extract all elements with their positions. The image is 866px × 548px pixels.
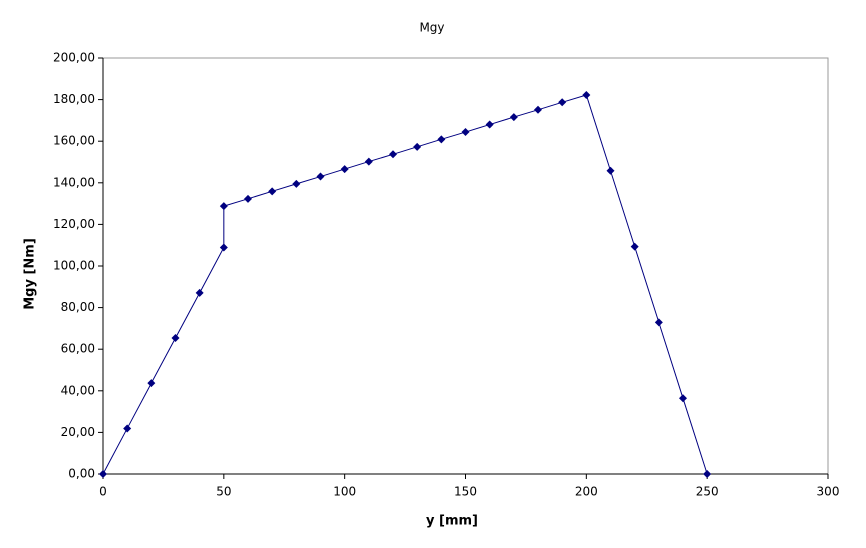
x-tick-label: 100 — [333, 485, 356, 499]
data-point — [534, 105, 542, 114]
y-tick-label: 40,00 — [61, 383, 95, 397]
data-point — [389, 150, 397, 159]
x-tick-label: 150 — [454, 485, 477, 499]
data-point — [99, 470, 107, 478]
data-point — [219, 202, 228, 211]
x-tick-label: 250 — [696, 485, 719, 499]
data-point — [364, 157, 373, 166]
data-point — [630, 242, 639, 251]
data-point — [268, 187, 277, 196]
data-point — [219, 243, 228, 252]
y-tick-label: 20,00 — [61, 425, 95, 439]
data-point — [679, 394, 687, 403]
data-point — [654, 318, 663, 327]
data-point — [582, 91, 591, 100]
data-point — [558, 98, 567, 107]
data-point — [437, 135, 446, 144]
y-tick-label: 100,00 — [53, 259, 95, 273]
y-tick-label: 200,00 — [53, 51, 95, 65]
y-tick-label: 120,00 — [53, 217, 95, 231]
y-tick-label: 60,00 — [61, 342, 95, 356]
y-tick-label: 80,00 — [61, 300, 95, 314]
data-point — [147, 379, 156, 388]
chart-title: Mgy — [419, 21, 444, 35]
y-tick-label: 140,00 — [53, 175, 95, 189]
data-point — [461, 128, 470, 137]
data-point — [485, 120, 494, 129]
data-point — [340, 165, 349, 174]
data-point — [316, 172, 325, 181]
data-point — [171, 333, 180, 342]
y-tick-label: 0,00 — [68, 467, 95, 481]
x-axis-label: y [mm] — [426, 514, 478, 529]
data-point — [244, 194, 252, 203]
y-tick-label: 160,00 — [53, 134, 95, 148]
x-tick-label: 200 — [575, 485, 598, 499]
data-point — [123, 424, 132, 433]
data-point — [292, 179, 301, 188]
data-point — [195, 288, 204, 297]
data-point — [413, 142, 422, 151]
x-tick-label: 300 — [817, 485, 840, 499]
y-axis-label: Mgy [Nm] — [23, 238, 38, 310]
data-point — [606, 166, 615, 175]
data-point — [509, 113, 518, 122]
y-tick-label: 180,00 — [53, 92, 95, 106]
x-tick-label: 0 — [99, 485, 107, 499]
data-point — [703, 470, 712, 478]
x-tick-label: 50 — [216, 485, 231, 499]
